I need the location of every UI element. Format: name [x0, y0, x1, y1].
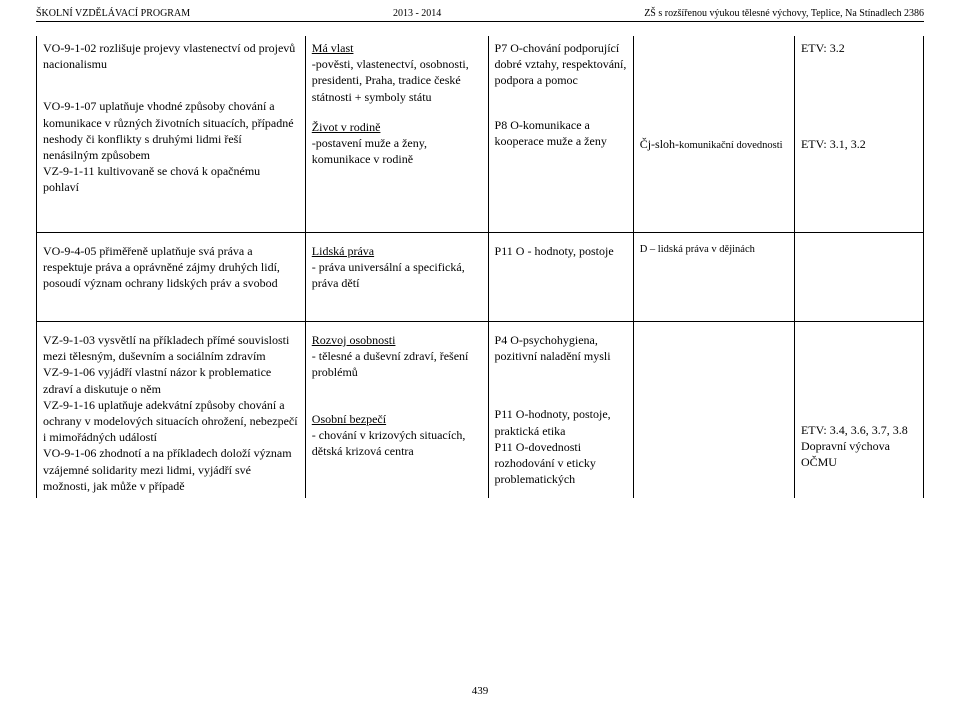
outcome-text: VZ-9-1-03 vysvětlí na příkladech přímé s…: [43, 332, 299, 494]
cell-topic: Lidská práva - práva universální a speci…: [305, 232, 488, 295]
page-number: 439: [0, 685, 960, 697]
cell-spacer: [633, 295, 794, 322]
cell-spacer: [633, 200, 794, 233]
topic-body: -postavení muže a ženy, komunikace v rod…: [312, 136, 427, 166]
crossref-text: P8 O-komunikace a kooperace muže a ženy: [495, 117, 627, 149]
cell-spacer: [794, 200, 923, 233]
topic-body: - chování v krizových situacích, dětská …: [312, 428, 466, 458]
cell-links: D – lidská práva v dějinách: [633, 232, 794, 295]
cell-crossref: P7 O-chování podporující dobré vztahy, r…: [488, 36, 633, 200]
outcome-text: VO-9-4-05 přiměřeně uplatňuje svá práva …: [43, 243, 299, 292]
cell-outcomes: VO-9-4-05 přiměřeně uplatňuje svá práva …: [37, 232, 306, 295]
table-row: [37, 295, 924, 322]
cell-topic: Má vlast -pověsti, vlastenectví, osobnos…: [305, 36, 488, 200]
topic-title: Lidská práva: [312, 244, 374, 258]
cell-notes: [794, 232, 923, 295]
crossref-text: P11 O-hodnoty, postoje, praktická etika …: [495, 406, 627, 487]
topic-title: Rozvoj osobnosti: [312, 333, 396, 347]
cell-spacer: [37, 200, 306, 233]
cell-spacer: [794, 295, 923, 322]
topic-title: Život v rodině: [312, 120, 381, 134]
header-center: 2013 - 2014: [393, 8, 441, 19]
topic-title: Má vlast: [312, 41, 354, 55]
topic-body: - tělesné a duševní zdraví, řešení probl…: [312, 349, 469, 379]
header-right: ZŠ s rozšířenou výukou tělesné výchovy, …: [644, 8, 924, 19]
page-header: ŠKOLNÍ VZDĚLÁVACÍ PROGRAM 2013 - 2014 ZŠ…: [36, 8, 924, 22]
table-row: VO-9-4-05 přiměřeně uplatňuje svá práva …: [37, 232, 924, 295]
cell-spacer: [37, 295, 306, 322]
table-row: VZ-9-1-03 vysvětlí na příkladech přímé s…: [37, 322, 924, 498]
cell-crossref: P11 O - hodnoty, postoje: [488, 232, 633, 295]
cell-notes: ETV: 3.4, 3.6, 3.7, 3.8 Dopravní výchova…: [794, 322, 923, 498]
cell-spacer: [488, 200, 633, 233]
cell-spacer: [305, 295, 488, 322]
link-small: komunikační dovednosti: [679, 140, 783, 151]
note-text: ETV: 3.2: [801, 40, 917, 56]
link-label: Čj-sloh-: [640, 137, 679, 151]
topic-body: -pověsti, vlastenectví, osobnosti, presi…: [312, 57, 469, 103]
table-row: VO-9-1-02 rozlišuje projevy vlastenectví…: [37, 36, 924, 200]
table-row: [37, 200, 924, 233]
crossref-text: P7 O-chování podporující dobré vztahy, r…: [495, 40, 627, 89]
curriculum-table: VO-9-1-02 rozlišuje projevy vlastenectví…: [36, 36, 924, 498]
cell-links: Čj-sloh-komunikační dovednosti: [633, 36, 794, 200]
crossref-text: P4 O-psychohygiena, pozitivní naladění m…: [495, 332, 627, 364]
note-text: ETV: 3.1, 3.2: [801, 136, 917, 152]
note-text: ETV: 3.4, 3.6, 3.7, 3.8 Dopravní výchova…: [801, 422, 917, 471]
link-text: D – lidská práva v dějinách: [640, 243, 788, 257]
cell-links: [633, 322, 794, 498]
cell-outcomes: VZ-9-1-03 vysvětlí na příkladech přímé s…: [37, 322, 306, 498]
cell-topic: Rozvoj osobnosti - tělesné a duševní zdr…: [305, 322, 488, 498]
cell-spacer: [305, 200, 488, 233]
cell-notes: ETV: 3.2 ETV: 3.1, 3.2: [794, 36, 923, 200]
outcome-text: VO-9-1-02 rozlišuje projevy vlastenectví…: [43, 40, 299, 72]
outcome-text: VO-9-1-07 uplatňuje vhodné způsoby chová…: [43, 98, 299, 195]
header-left: ŠKOLNÍ VZDĚLÁVACÍ PROGRAM: [36, 8, 190, 19]
cell-outcomes: VO-9-1-02 rozlišuje projevy vlastenectví…: [37, 36, 306, 200]
cell-spacer: [488, 295, 633, 322]
topic-body: - práva universální a specifická, práva …: [312, 260, 465, 290]
crossref-text: P11 O - hodnoty, postoje: [495, 243, 627, 259]
topic-title: Osobní bezpečí: [312, 412, 386, 426]
cell-crossref: P4 O-psychohygiena, pozitivní naladění m…: [488, 322, 633, 498]
